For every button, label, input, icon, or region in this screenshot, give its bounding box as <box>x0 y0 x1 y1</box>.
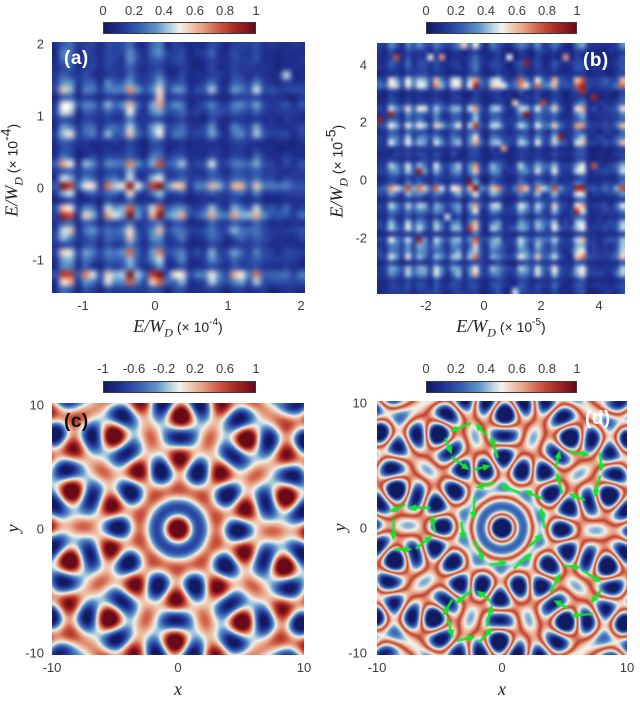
panel-c-x-tick: -10 <box>42 660 62 675</box>
colorbar-b-tick: 0.6 <box>507 3 527 18</box>
colorbar-d-tick: 0.6 <box>507 361 527 376</box>
panel-c-y-tick: 0 <box>36 521 44 537</box>
panel-a-x-tick: 1 <box>224 298 232 313</box>
panel-d-y-tick: 10 <box>352 395 367 411</box>
panel-d-x-tick: 10 <box>619 660 635 675</box>
colorbar-c-tick: -0.6 <box>122 361 146 376</box>
colorbar-a-tick: 0.4 <box>154 3 174 18</box>
panel-b-y-tick: 4 <box>359 57 367 73</box>
panel-a-y-tick: 0 <box>36 180 44 196</box>
colorbar-c-tick: 0.2 <box>185 361 205 376</box>
colorbar-a-tick: 0.8 <box>215 3 235 18</box>
panel-d-x-tick: 0 <box>498 660 506 675</box>
heatmap-panel-c <box>52 403 304 655</box>
panel-a-y-tick: 2 <box>36 36 44 52</box>
panel-a-x-tick: 2 <box>297 298 305 313</box>
colorbar-c <box>103 381 256 393</box>
panel-a-y-tick: -1 <box>32 252 44 268</box>
colorbar-d-tick: 0.2 <box>446 361 466 376</box>
colorbar-b <box>426 22 577 34</box>
colorbar-c-tick: -0.2 <box>152 361 176 376</box>
heatmap-panel-d <box>377 401 627 655</box>
colorbar-d-tick: 0.4 <box>476 361 496 376</box>
panel-a-label: (a) <box>64 48 89 69</box>
panel-b-x-tick: 4 <box>595 298 603 313</box>
panel-c-label: (c) <box>64 411 89 432</box>
colorbar-b-tick: 0.2 <box>446 3 466 18</box>
panel-b-y-tick: 0 <box>359 172 367 188</box>
panel-b-y-tick: -2 <box>355 230 367 246</box>
colorbar-d-tick: 0.8 <box>537 361 557 376</box>
panel-d-y-tick: 0 <box>359 520 367 536</box>
panel-b-label: (b) <box>583 50 609 71</box>
colorbar-c-tick: -1 <box>97 361 109 376</box>
panel-d-x-tick: -10 <box>367 660 387 675</box>
x-axis-label-a: E/WD (× 10-4) <box>133 316 223 340</box>
panel-c-x-tick: 0 <box>174 660 182 675</box>
x-axis-label-d: x <box>498 679 506 699</box>
heatmap-panel-b <box>377 43 625 294</box>
y-axis-label-d: y <box>329 523 350 532</box>
colorbar-d <box>426 381 577 393</box>
colorbar-d-tick: 1 <box>573 361 581 376</box>
heatmap-panel-a <box>52 42 305 293</box>
panel-b-x-tick: 2 <box>537 298 545 313</box>
panel-a-x-tick: -1 <box>77 298 89 313</box>
colorbar-b-tick: 0 <box>422 3 430 18</box>
colorbar-c-tick: 0.6 <box>215 361 235 376</box>
panel-a-y-tick: 1 <box>36 108 44 124</box>
colorbar-a-tick: 1 <box>252 3 260 18</box>
colorbar-c-tick: 1 <box>252 361 260 376</box>
colorbar-b-tick: 1 <box>573 3 581 18</box>
y-axis-label-a: E/WD (× 10-4) <box>0 123 26 217</box>
colorbar-d-tick: 0 <box>422 361 430 376</box>
y-axis-label-c: y <box>2 524 23 533</box>
panel-d-label: (d) <box>585 408 611 429</box>
panel-c-x-tick: 10 <box>296 660 312 675</box>
colorbar-a <box>103 22 256 34</box>
x-axis-label-c: x <box>174 679 182 699</box>
colorbar-b-tick: 0.8 <box>537 3 557 18</box>
panel-c-y-tick: -10 <box>25 645 44 661</box>
panel-b-y-tick: 2 <box>359 114 367 130</box>
x-axis-label-b: E/WD (× 10-5) <box>456 316 546 340</box>
panel-b-x-tick: -2 <box>420 298 432 313</box>
y-axis-label-b: E/WD (× 10-5) <box>322 124 351 218</box>
colorbar-a-tick: 0.2 <box>124 3 144 18</box>
colorbar-b-tick: 0.4 <box>476 3 496 18</box>
panel-a-x-tick: 0 <box>151 298 159 313</box>
colorbar-a-tick: 0 <box>99 3 107 18</box>
panel-d-y-tick: -10 <box>348 645 367 661</box>
panel-c-y-tick: 10 <box>29 397 44 413</box>
panel-b-x-tick: 0 <box>480 298 488 313</box>
colorbar-a-tick: 0.6 <box>185 3 205 18</box>
